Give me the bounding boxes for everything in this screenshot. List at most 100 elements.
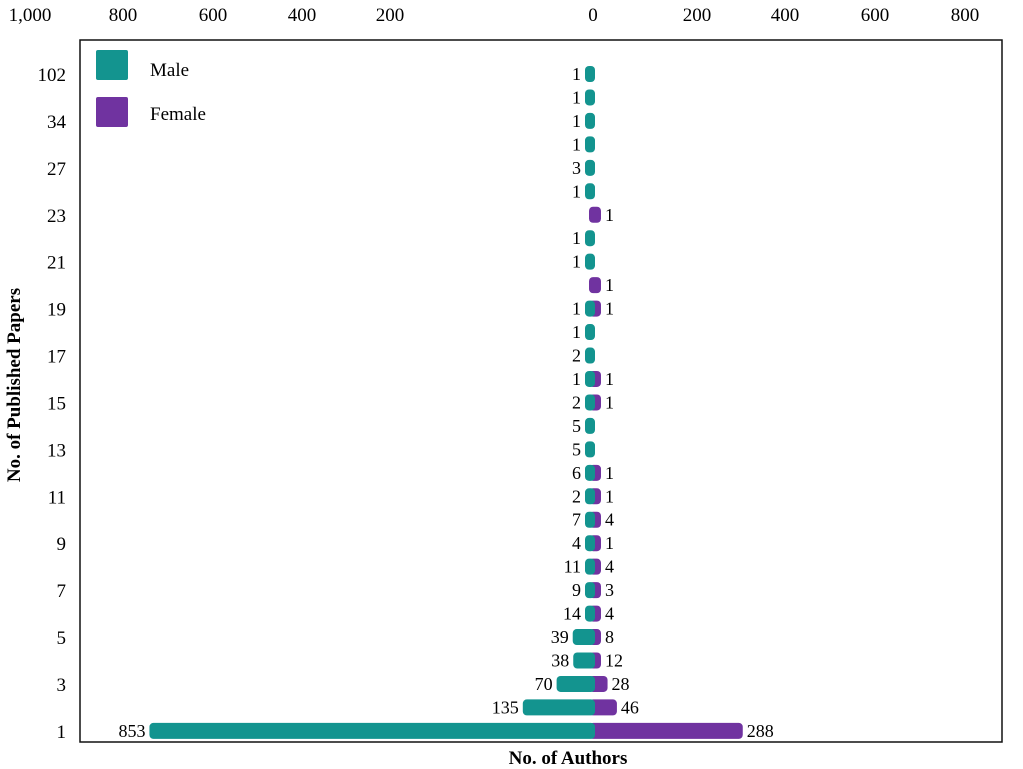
- x-tick-label: 800: [951, 5, 980, 26]
- data-label-male: 853: [118, 721, 145, 741]
- x-tick-label: 600: [199, 5, 228, 26]
- data-label-female: 12: [605, 651, 623, 671]
- data-label-female: 1: [605, 275, 614, 295]
- x-tick-label: 0: [588, 5, 598, 26]
- x-axis-title: No. of Authors: [509, 748, 628, 769]
- bar-male: [585, 535, 595, 552]
- data-label-female: 1: [605, 299, 614, 319]
- y-tick-label: 21: [47, 253, 66, 274]
- bar-male: [585, 464, 595, 481]
- bar-female: [589, 722, 743, 739]
- data-label-male: 5: [572, 416, 581, 436]
- x-tick-label: 200: [376, 5, 405, 26]
- data-label-male: 1: [572, 134, 581, 154]
- legend-swatch-male: [96, 50, 128, 80]
- data-label-female: 1: [605, 463, 614, 483]
- data-label-male: 11: [564, 557, 581, 577]
- y-tick-label: 15: [47, 393, 66, 414]
- data-label-female: 4: [605, 510, 614, 530]
- data-label-male: 6: [572, 463, 581, 483]
- data-label-female: 3: [605, 580, 614, 600]
- bar-male: [585, 347, 595, 364]
- bar-male: [585, 230, 595, 247]
- bar-male: [585, 112, 595, 129]
- data-label-male: 135: [492, 697, 519, 717]
- bar-male: [573, 652, 595, 669]
- bar-male: [585, 183, 595, 200]
- bar-male: [585, 394, 595, 411]
- bar-male: [572, 629, 595, 646]
- data-label-female: 1: [605, 392, 614, 412]
- y-tick-label: 7: [57, 581, 67, 602]
- data-label-female: 1: [605, 205, 614, 225]
- y-axis-title: No. of Published Papers: [4, 288, 25, 482]
- data-label-male: 1: [572, 299, 581, 319]
- data-label-female: 28: [612, 674, 630, 694]
- bar-male: [585, 253, 595, 270]
- data-label-male: 1: [572, 322, 581, 342]
- data-label-male: 1: [572, 64, 581, 84]
- data-label-male: 1: [572, 252, 581, 272]
- data-label-male: 38: [551, 651, 569, 671]
- x-tick-label: 400: [288, 5, 317, 26]
- x-tick-label: 400: [771, 5, 800, 26]
- y-tick-label: 27: [47, 159, 66, 180]
- legend-label-female: Female: [150, 104, 206, 125]
- bar-male: [585, 324, 595, 341]
- data-label-female: 1: [605, 486, 614, 506]
- data-label-male: 1: [572, 369, 581, 389]
- bar-male: [585, 417, 595, 434]
- data-label-male: 2: [572, 346, 581, 366]
- y-tick-label: 9: [57, 534, 67, 555]
- bar-male: [585, 582, 595, 599]
- bar-male: [585, 370, 595, 387]
- data-label-male: 4: [572, 533, 581, 553]
- y-tick-label: 102: [38, 65, 67, 86]
- x-tick-label: 1,000: [9, 5, 52, 26]
- data-label-male: 39: [551, 627, 569, 647]
- data-label-female: 1: [605, 369, 614, 389]
- plot-frame: [79, 39, 1003, 743]
- y-tick-label: 13: [47, 440, 66, 461]
- data-label-female: 1: [605, 533, 614, 553]
- y-tick-label: 3: [57, 675, 67, 696]
- bar-male: [149, 722, 595, 739]
- x-tick-label: 600: [861, 5, 890, 26]
- data-label-male: 5: [572, 439, 581, 459]
- data-label-female: 4: [605, 604, 614, 624]
- data-label-female: 288: [747, 721, 774, 741]
- bar-male: [585, 300, 595, 317]
- data-label-male: 14: [563, 604, 581, 624]
- bar-female: [589, 699, 617, 716]
- bar-male: [585, 89, 595, 106]
- data-label-male: 2: [572, 486, 581, 506]
- bar-male: [585, 511, 595, 528]
- data-label-male: 1: [572, 181, 581, 201]
- x-tick-label: 800: [109, 5, 138, 26]
- y-tick-label: 5: [57, 628, 67, 649]
- data-label-male: 70: [535, 674, 553, 694]
- bar-male: [585, 159, 595, 176]
- data-label-male: 2: [572, 392, 581, 412]
- data-label-female: 46: [621, 697, 639, 717]
- bar-male: [585, 488, 595, 505]
- y-tick-label: 1: [57, 722, 67, 743]
- bar-male: [585, 136, 595, 153]
- bar-male: [585, 558, 595, 575]
- legend: Male Female: [96, 50, 206, 127]
- bar-male: [585, 605, 595, 622]
- y-tick-label: 11: [48, 487, 66, 508]
- data-label-male: 1: [572, 228, 581, 248]
- data-label-male: 9: [572, 580, 581, 600]
- y-tick-label: 19: [47, 300, 66, 321]
- legend-label-male: Male: [150, 60, 189, 81]
- bar-male: [585, 66, 595, 82]
- data-label-female: 4: [605, 557, 614, 577]
- y-tick-label: 34: [47, 112, 67, 133]
- data-label-male: 1: [572, 111, 581, 131]
- legend-swatch-female: [96, 97, 128, 127]
- bar-male: [556, 675, 595, 692]
- y-tick-label: 17: [47, 347, 66, 368]
- data-label-male: 7: [572, 510, 581, 530]
